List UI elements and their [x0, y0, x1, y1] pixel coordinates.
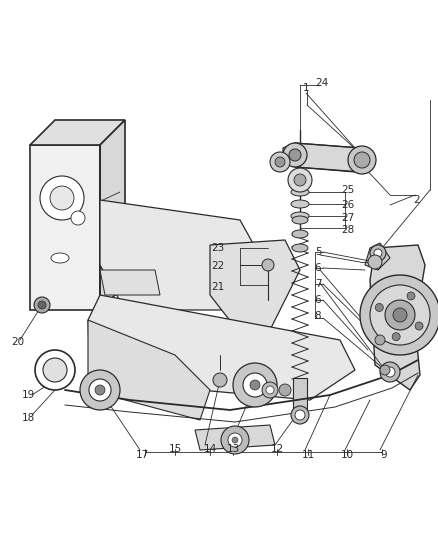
Polygon shape: [88, 295, 355, 400]
Text: 24: 24: [315, 78, 328, 88]
Text: 13: 13: [226, 444, 240, 454]
Circle shape: [289, 149, 301, 161]
Circle shape: [288, 168, 312, 192]
Polygon shape: [100, 200, 265, 310]
Circle shape: [233, 363, 277, 407]
Ellipse shape: [292, 230, 308, 238]
Circle shape: [38, 301, 46, 309]
Polygon shape: [100, 120, 125, 310]
Polygon shape: [410, 300, 428, 325]
Circle shape: [415, 322, 423, 330]
Ellipse shape: [292, 216, 308, 224]
Text: 28: 28: [341, 225, 355, 235]
Text: 7: 7: [314, 279, 321, 289]
Text: 2: 2: [413, 195, 420, 205]
Text: 9: 9: [381, 450, 387, 460]
Circle shape: [375, 335, 385, 345]
Circle shape: [291, 406, 309, 424]
Circle shape: [393, 308, 407, 322]
Text: 18: 18: [21, 413, 35, 423]
Text: 22: 22: [212, 261, 225, 271]
Text: 19: 19: [21, 390, 35, 400]
Text: 20: 20: [11, 337, 25, 347]
Circle shape: [250, 380, 260, 390]
Circle shape: [368, 255, 382, 269]
Circle shape: [243, 373, 267, 397]
Text: 8: 8: [314, 311, 321, 321]
Text: 6: 6: [314, 295, 321, 305]
Text: 17: 17: [135, 450, 148, 460]
Polygon shape: [283, 143, 368, 172]
Polygon shape: [30, 145, 100, 310]
Circle shape: [380, 365, 390, 375]
Circle shape: [232, 437, 238, 443]
Text: 14: 14: [203, 444, 217, 454]
Circle shape: [380, 362, 400, 382]
Circle shape: [95, 385, 105, 395]
Circle shape: [407, 292, 415, 300]
Ellipse shape: [291, 212, 309, 220]
Ellipse shape: [291, 188, 309, 196]
Ellipse shape: [291, 200, 309, 208]
Text: 25: 25: [341, 185, 355, 195]
Text: 12: 12: [270, 444, 284, 454]
Polygon shape: [88, 320, 210, 420]
Text: 10: 10: [340, 450, 353, 460]
Circle shape: [374, 249, 382, 257]
Circle shape: [348, 146, 376, 174]
Circle shape: [279, 384, 291, 396]
Circle shape: [370, 245, 386, 261]
Text: 11: 11: [301, 450, 314, 460]
Circle shape: [266, 386, 274, 394]
Circle shape: [275, 157, 285, 167]
Circle shape: [354, 152, 370, 168]
Polygon shape: [100, 270, 160, 295]
Circle shape: [89, 379, 111, 401]
Circle shape: [43, 358, 67, 382]
Circle shape: [50, 186, 74, 210]
Circle shape: [360, 275, 438, 355]
Circle shape: [40, 176, 84, 220]
Circle shape: [392, 333, 400, 341]
Circle shape: [270, 152, 290, 172]
Circle shape: [385, 300, 415, 330]
Polygon shape: [195, 425, 275, 450]
Circle shape: [375, 303, 383, 311]
Circle shape: [35, 350, 75, 390]
Circle shape: [370, 285, 430, 345]
Circle shape: [262, 259, 274, 271]
Circle shape: [71, 211, 85, 225]
Polygon shape: [293, 378, 307, 410]
Circle shape: [283, 143, 307, 167]
Text: 1: 1: [303, 83, 309, 93]
Text: 26: 26: [341, 200, 355, 210]
Circle shape: [295, 410, 305, 420]
Polygon shape: [30, 120, 125, 145]
Polygon shape: [370, 245, 425, 390]
Ellipse shape: [51, 253, 69, 263]
Circle shape: [80, 370, 120, 410]
Circle shape: [294, 174, 306, 186]
Text: 27: 27: [341, 213, 355, 223]
Text: 5: 5: [314, 247, 321, 257]
Polygon shape: [365, 243, 390, 270]
Text: 23: 23: [212, 243, 225, 253]
Circle shape: [228, 433, 242, 447]
Circle shape: [221, 426, 249, 454]
Circle shape: [262, 382, 278, 398]
Circle shape: [213, 373, 227, 387]
Text: 15: 15: [168, 444, 182, 454]
Text: 21: 21: [212, 282, 225, 292]
Ellipse shape: [292, 244, 308, 252]
Polygon shape: [210, 240, 300, 340]
Circle shape: [385, 367, 395, 377]
Circle shape: [34, 297, 50, 313]
Text: 6: 6: [314, 263, 321, 273]
